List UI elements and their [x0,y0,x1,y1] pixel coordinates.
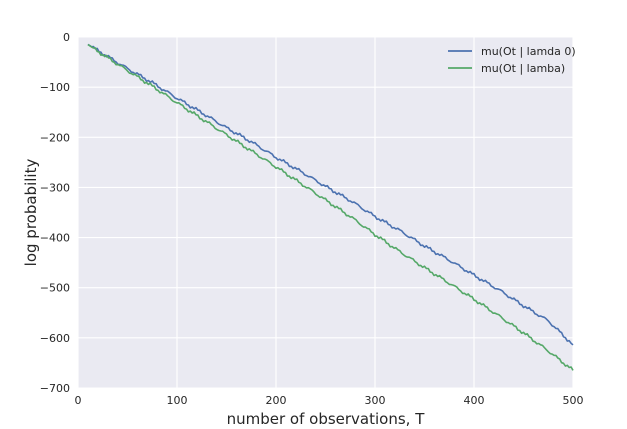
x-tick-labels: 0 100 200 300 400 500 [75,394,584,407]
x-tick-label: 0 [75,394,82,407]
plot-area [78,37,573,388]
y-tick-label: −200 [40,131,70,144]
x-axis-label: number of observations, T [227,410,426,428]
grid [77,36,574,389]
x-tick-label: 300 [365,394,386,407]
y-tick-label: −300 [40,181,70,194]
y-tick-label: −500 [40,282,70,295]
x-tick-label: 100 [167,394,188,407]
y-tick-labels: 0 −100 −200 −300 −400 −500 −600 −700 [40,31,70,395]
legend: mu(Ot | lamda 0) mu(Ot | lamba) [448,45,576,75]
series-line-1 [87,43,574,346]
legend-label: mu(Ot | lamda 0) [481,45,576,58]
legend-label: mu(Ot | lamba) [481,62,565,75]
y-tick-label: −600 [40,332,70,345]
y-tick-label: −400 [40,232,70,245]
series-layer [87,43,574,371]
y-tick-label: 0 [63,31,70,44]
x-tick-label: 500 [563,394,584,407]
series-line-2 [87,43,574,371]
y-tick-label: −700 [40,382,70,395]
y-tick-label: −100 [40,81,70,94]
x-tick-label: 200 [266,394,287,407]
y-axis-label: log probability [22,159,40,267]
x-tick-label: 400 [464,394,485,407]
